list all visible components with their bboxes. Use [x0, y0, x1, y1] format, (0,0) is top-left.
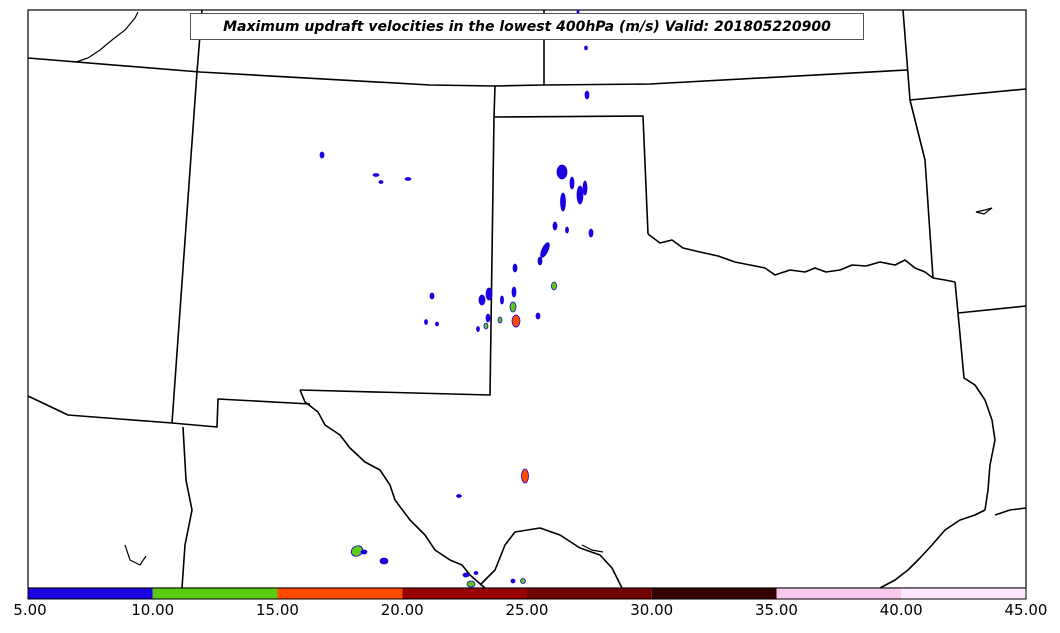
updraft-cell: [435, 321, 439, 327]
updraft-cell: [466, 580, 476, 588]
colorbar-tick-label: 15.00: [256, 601, 299, 619]
updraft-cell: [350, 545, 364, 557]
updraft-cell: [569, 176, 575, 190]
colorbar-tick-label: 35.00: [755, 601, 798, 619]
updraft-cell: [588, 228, 594, 238]
colorbar-bin-3: [402, 588, 527, 599]
updraft-cell: [500, 295, 504, 305]
updraft-cell: [485, 313, 491, 323]
map-title-box: Maximum updraft velocities in the lowest…: [190, 13, 864, 40]
gulf-coast: [879, 509, 986, 589]
border-mexico-coast: [479, 527, 623, 589]
colorbar: [27, 587, 1027, 600]
updraft-cell: [319, 151, 325, 159]
lake-mexico: [124, 544, 147, 566]
updraft-cell: [510, 578, 516, 584]
updraft-cell: [582, 180, 588, 196]
updraft-cell: [511, 286, 517, 298]
border-oklahoma-north: [493, 115, 649, 235]
updraft-cell: [511, 314, 521, 328]
updraft-cell: [476, 326, 480, 332]
updraft-cell: [537, 256, 543, 266]
border-colorado-kansas: [493, 85, 496, 118]
updraft-cell: [512, 263, 518, 273]
updraft-cell: [556, 164, 568, 180]
updraft-cell: [462, 572, 470, 578]
updraft-cell: [478, 294, 486, 306]
lake-north-west: [75, 11, 139, 63]
colorbar-tick-label: 5.00: [13, 601, 47, 619]
border-arizona-new-mexico: [181, 426, 193, 589]
updraft-cell: [560, 192, 566, 212]
updraft-cell: [456, 494, 462, 498]
updraft-cell: [520, 578, 526, 584]
colorbar-tick-label: 25.00: [505, 601, 549, 619]
updraft-cell: [565, 226, 569, 234]
colorbar-bin-6: [776, 588, 902, 599]
updraft-cell: [509, 301, 517, 313]
updraft-cell: [429, 292, 435, 300]
colorbar-bin-1: [152, 588, 278, 599]
updraft-cell: [485, 287, 493, 301]
colorbar-tick-label: 10.00: [131, 601, 175, 619]
updraft-cell: [584, 45, 588, 51]
colorbar-tick-label: 30.00: [630, 601, 674, 619]
updraft-cell: [378, 180, 384, 184]
border-texas-panhandle: [299, 116, 495, 396]
updraft-cell: [552, 221, 558, 231]
updraft-cell: [404, 177, 412, 181]
colorbar-bin-7: [901, 588, 1026, 599]
map-title: Maximum updraft velocities in the lowest…: [223, 18, 831, 35]
border-new-mexico-south: [171, 398, 311, 428]
updraft-cell: [584, 90, 590, 100]
updraft-cell: [483, 322, 489, 330]
updraft-cell: [521, 468, 529, 484]
updraft-cell: [360, 549, 368, 555]
colorbar-tick-label: 40.00: [879, 601, 923, 619]
updraft-cell: [540, 242, 550, 258]
border-red-river: [647, 233, 956, 283]
colorbar-tick-label: 20.00: [380, 601, 424, 619]
updraft-cell: [379, 557, 389, 565]
border-rio-grande: [299, 389, 486, 589]
colorbar-bin-2: [277, 588, 403, 599]
colorbar-bin-0: [28, 588, 153, 599]
lakes: [75, 11, 993, 566]
colorbar-frame: [27, 587, 1027, 600]
colorbar-bin-4: [527, 588, 652, 599]
updraft-cell: [535, 312, 541, 320]
updraft-cell: [576, 185, 584, 205]
border-arizona-mexico: [27, 395, 173, 424]
state-borders: [27, 9, 1027, 589]
louisiana-coast: [994, 507, 1027, 516]
colorbar-bin-5: [651, 588, 777, 599]
border-texas-louisiana: [954, 281, 996, 511]
updraft-cell: [372, 173, 380, 177]
updraft-cell: [551, 281, 557, 291]
border-arkansas-east: [909, 99, 934, 279]
updraft-cell: [497, 316, 503, 324]
colorbar-tick-label: 45.00: [1004, 601, 1048, 619]
lake-texas-south: [581, 544, 604, 553]
border-arkansas-louisiana: [957, 305, 1027, 314]
lake-arkansas: [975, 207, 993, 215]
updraft-cell: [473, 571, 479, 575]
map-frame: [27, 9, 1027, 589]
updraft-cell: [424, 319, 428, 325]
